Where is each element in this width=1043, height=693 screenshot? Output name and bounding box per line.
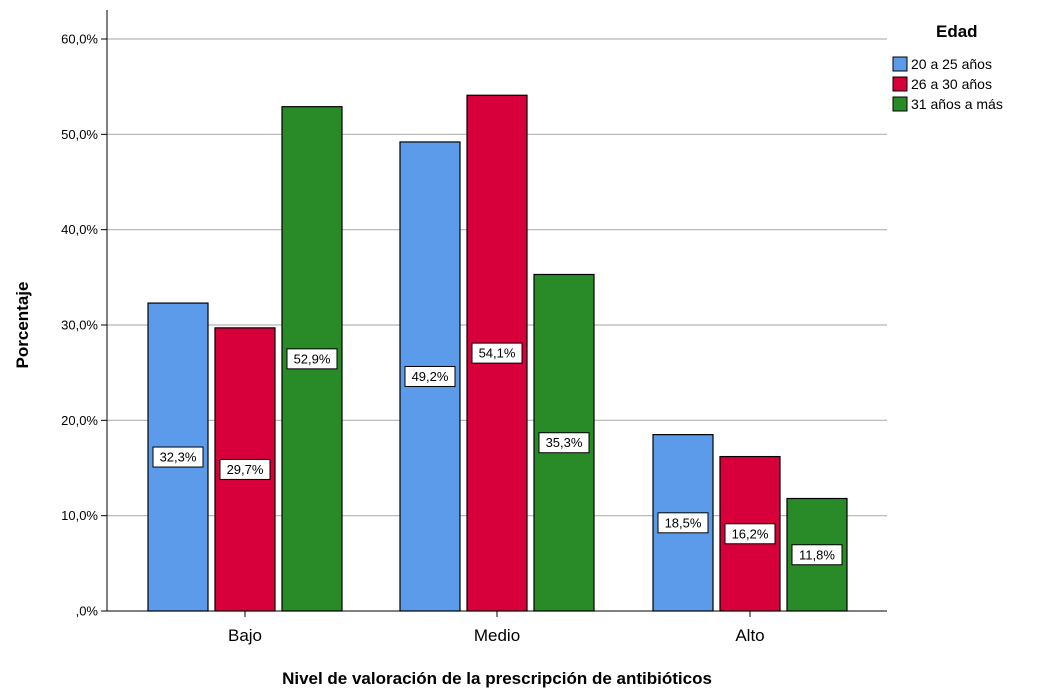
data-label-box bbox=[724, 523, 776, 545]
legend-swatch bbox=[892, 56, 908, 72]
x-category-label: Alto bbox=[735, 626, 764, 645]
data-label-box bbox=[152, 446, 204, 468]
x-axis-title: Nivel de valoración de la prescripción d… bbox=[282, 669, 712, 688]
data-label-box bbox=[286, 348, 338, 370]
y-tick-label: 40,0% bbox=[61, 222, 98, 237]
data-label-box bbox=[791, 544, 843, 566]
y-tick-label: 50,0% bbox=[61, 127, 98, 142]
data-label: 18,5% bbox=[657, 512, 709, 534]
data-labels: 32,3% 49,2% 18,5% 29,7% 54,1% 16,2% 52,9% 35,3%… bbox=[152, 342, 843, 566]
x-category-labels: Bajo Medio Alto bbox=[228, 611, 765, 645]
data-label-text: 54,1% bbox=[479, 346, 516, 361]
data-label: 52,9% bbox=[286, 348, 338, 370]
data-label-box bbox=[404, 365, 456, 387]
data-label-box bbox=[471, 342, 523, 364]
data-label-box bbox=[219, 458, 271, 480]
x-category-label: Medio bbox=[474, 626, 520, 645]
data-label-text: 32,3% bbox=[160, 450, 197, 465]
legend-entry: 20 a 25 años bbox=[911, 56, 992, 72]
data-label-box bbox=[538, 432, 590, 454]
data-label-text: 29,7% bbox=[227, 462, 264, 477]
data-label-text: 11,8% bbox=[799, 547, 835, 562]
legend: Edad 20 a 25 años 26 a 30 años 31 años a m… bbox=[892, 22, 1003, 112]
y-tick-label: 60,0% bbox=[61, 32, 98, 47]
y-tick-label: 20,0% bbox=[61, 413, 98, 428]
y-tick-labels: ,0% 10,0% 20,0% 30,0% 40,0% 50,0% 60,0% bbox=[61, 32, 107, 619]
legend-entry: 26 a 30 años bbox=[911, 76, 992, 92]
data-label: 11,8% bbox=[791, 544, 843, 566]
legend-entry: 31 años a más bbox=[911, 96, 1003, 112]
legend-swatch bbox=[892, 96, 908, 112]
data-label-text: 18,5% bbox=[665, 515, 702, 530]
data-label: 35,3% bbox=[538, 432, 590, 454]
y-tick-label: 30,0% bbox=[61, 318, 98, 333]
data-label: 16,2% bbox=[724, 523, 776, 545]
data-label: 54,1% bbox=[471, 342, 523, 364]
data-label-box bbox=[657, 512, 709, 534]
y-tick-label: ,0% bbox=[76, 604, 99, 619]
x-category-label: Bajo bbox=[228, 626, 262, 645]
y-tick-label: 10,0% bbox=[61, 508, 98, 523]
data-label: 49,2% bbox=[404, 365, 456, 387]
data-label-text: 16,2% bbox=[732, 526, 769, 541]
legend-swatch bbox=[892, 76, 908, 92]
data-label: 32,3% bbox=[152, 446, 204, 468]
data-label-text: 35,3% bbox=[546, 435, 583, 450]
legend-title: Edad bbox=[936, 22, 978, 41]
data-label-text: 52,9% bbox=[294, 351, 331, 366]
data-label-text: 49,2% bbox=[412, 369, 449, 384]
data-label: 29,7% bbox=[219, 458, 271, 480]
y-axis-title: Porcentaje bbox=[13, 282, 32, 369]
